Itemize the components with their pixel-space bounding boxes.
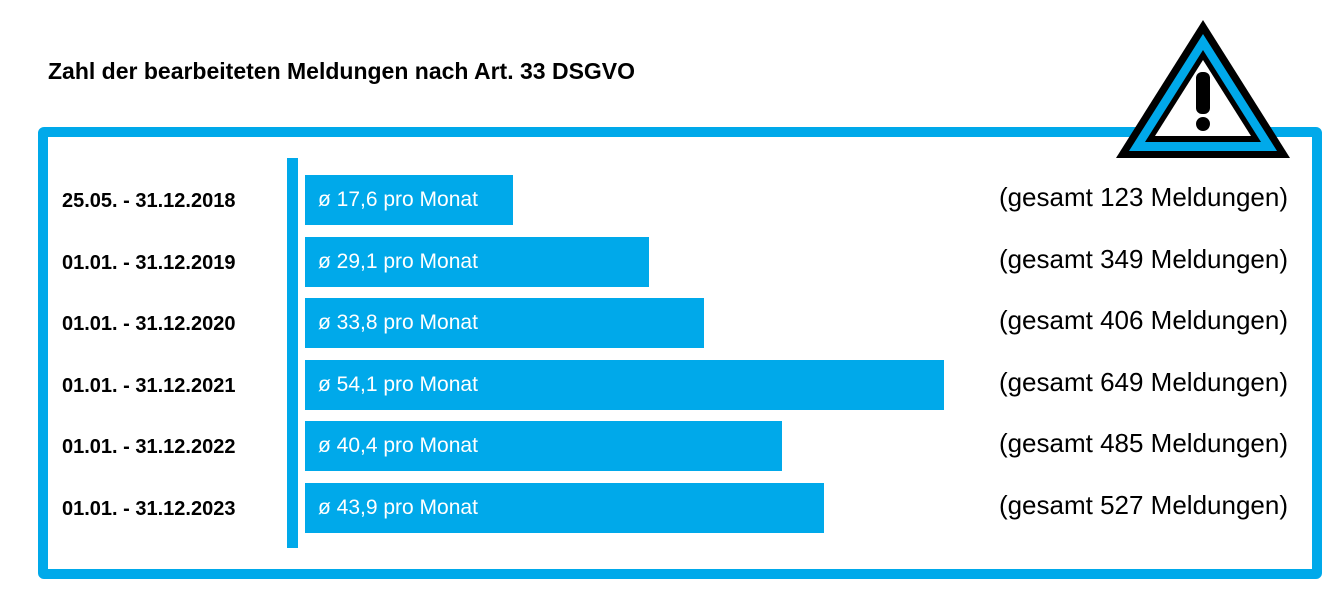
bar-value-label: ø 43,9 pro Monat [318,496,478,519]
bar [305,298,704,348]
bar-value-label: ø 17,6 pro Monat [318,188,478,211]
bar-value-label: ø 54,1 pro Monat [318,373,478,396]
bar-value-label: ø 29,1 pro Monat [318,250,478,273]
total-label: (gesamt 349 Meldungen) [998,244,1288,274]
bar-value-label: ø 40,4 pro Monat [318,434,478,457]
bar [305,483,824,533]
category-label: 01.01. - 31.12.2020 [62,313,236,335]
category-label: 01.01. - 31.12.2021 [62,375,236,397]
bar [305,360,944,410]
category-label: 01.01. - 31.12.2022 [62,436,236,458]
total-label: (gesamt 406 Meldungen) [998,305,1288,335]
total-label: (gesamt 123 Meldungen) [998,182,1288,212]
y-axis-line [287,158,298,548]
total-label: (gesamt 527 Meldungen) [998,490,1288,520]
chart-title: Zahl der bearbeiteten Meldungen nach Art… [48,58,636,84]
total-label: (gesamt 485 Meldungen) [998,428,1288,458]
category-label: 01.01. - 31.12.2023 [62,498,236,520]
bar [305,237,649,287]
warning-triangle-icon [1116,20,1290,158]
total-label: (gesamt 649 Meldungen) [998,367,1288,397]
bar-value-label: ø 33,8 pro Monat [318,311,478,334]
category-label: 01.01. - 31.12.2019 [62,252,236,274]
category-label: 25.05. - 31.12.2018 [62,190,236,212]
bar [305,175,513,225]
bar [305,421,782,471]
